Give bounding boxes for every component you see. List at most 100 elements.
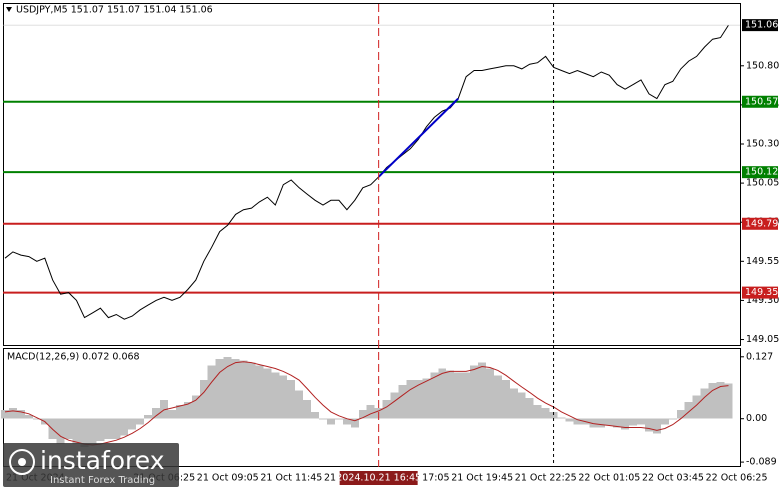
histogram-bar [493,375,502,419]
histogram-bar [462,372,471,419]
histogram-bar [16,409,25,419]
histogram-bar [470,365,479,419]
histogram-bar [231,358,240,419]
histogram-bar [207,365,216,419]
histogram-bar [501,380,510,419]
histogram-bar [136,418,145,425]
histogram-bar [700,388,709,419]
histogram-bar [144,414,153,419]
histogram-bar [446,370,455,419]
price-line [4,24,729,320]
level-label: 149.35 [745,287,778,298]
histogram-bar [724,383,733,419]
histogram-bar [64,418,73,440]
histogram-bar [247,362,256,419]
histogram-bar [430,372,439,419]
watermark-brand: instaforex [40,446,165,475]
histogram-bar [541,407,550,419]
title-marker [6,7,12,12]
histogram-bar [414,380,423,419]
histogram-bar [223,356,232,419]
histogram-bar [295,390,304,419]
histogram-bar [279,375,288,419]
histogram-bar [525,398,534,419]
histogram-bar [422,378,431,419]
y-tick-label: 150.80 [746,60,779,71]
histogram-bar [263,368,272,419]
histogram-bar [676,409,685,419]
histogram-bar [152,407,161,419]
histogram-bar [366,405,375,419]
histogram-bar [509,388,518,419]
watermark-icon-dot [18,458,26,466]
histogram-bar [326,418,335,425]
x-tick-label: 21 Oct 19:45 [451,473,513,484]
cursor-label-box [339,471,418,485]
macd-title: MACD(12,26,9) 0.072 0.068 [7,352,140,363]
histogram-bar [517,392,526,419]
y-tick-label: 0.127 [746,351,773,362]
y-tick-label: -0.089 [746,457,777,468]
watermark-bg [3,443,179,487]
histogram-bar [215,358,224,419]
histogram-bar [406,380,415,419]
histogram-bar [342,418,351,425]
histogram-bar [191,395,200,419]
level-label: 150.57 [745,96,778,107]
histogram-bar [605,418,614,426]
watermark-tagline: Instant Forex Trading [50,475,155,486]
watermark-icon [9,449,35,475]
y-tick-label: 150.30 [746,138,779,149]
histogram-bar [668,418,677,420]
histogram-bar [8,407,17,419]
histogram-bar [96,418,105,442]
histogram-bar [350,418,359,428]
histogram-bar [104,418,113,440]
histogram-bar [183,402,192,419]
trend-line [377,97,459,178]
histogram-bar [485,368,494,419]
histogram-bar [621,418,630,430]
y-tick-label: 149.05 [746,334,779,345]
x-tick-label: 22 Oct 06:25 [706,473,768,484]
histogram-bar [80,418,89,447]
cursor-label: 2024.10.21 16:45 [336,473,421,484]
histogram-bar [72,418,81,445]
histogram-bar [692,395,701,419]
y-tick-label: 149.55 [746,256,779,267]
histogram-bar [557,417,566,419]
level-label-box [742,286,778,299]
level-label: 150.12 [745,167,778,178]
histogram-bar [303,400,312,419]
x-tick-label: 22 Oct 03:45 [642,473,704,484]
x-tick-label: 22 Oct 01:05 [578,473,640,484]
level-label: 149.79 [745,218,778,229]
x-tick-label: 21 Oct 09:05 [197,473,259,484]
last-price-box [742,19,778,32]
x-tick-label: 21 Oct 11:45 [260,473,322,484]
histogram-bar [239,360,248,419]
histogram-bar [597,418,606,428]
histogram-bar [24,414,33,419]
histogram-bar [382,400,391,419]
macd-panel-frame [3,348,741,467]
histogram-bar [175,405,184,419]
level-label-box [742,95,778,108]
histogram-bar [629,418,638,426]
histogram-bar [112,418,121,440]
histogram-bar [311,411,320,419]
last-price-label: 151.06 [745,20,778,31]
histogram-bar [565,418,574,422]
histogram-bar [287,380,296,419]
histogram-bar [478,362,486,419]
histogram-bar [438,368,447,419]
histogram-bar [120,418,129,436]
histogram-bar [684,402,693,419]
histogram-bar [533,405,542,419]
histogram-bar [637,418,645,425]
histogram-bar [56,418,65,445]
histogram-bar [271,372,280,419]
plot-layer: 150.80150.55150.30150.05149.80149.55149.… [1,4,779,485]
histogram-bar [549,411,558,419]
